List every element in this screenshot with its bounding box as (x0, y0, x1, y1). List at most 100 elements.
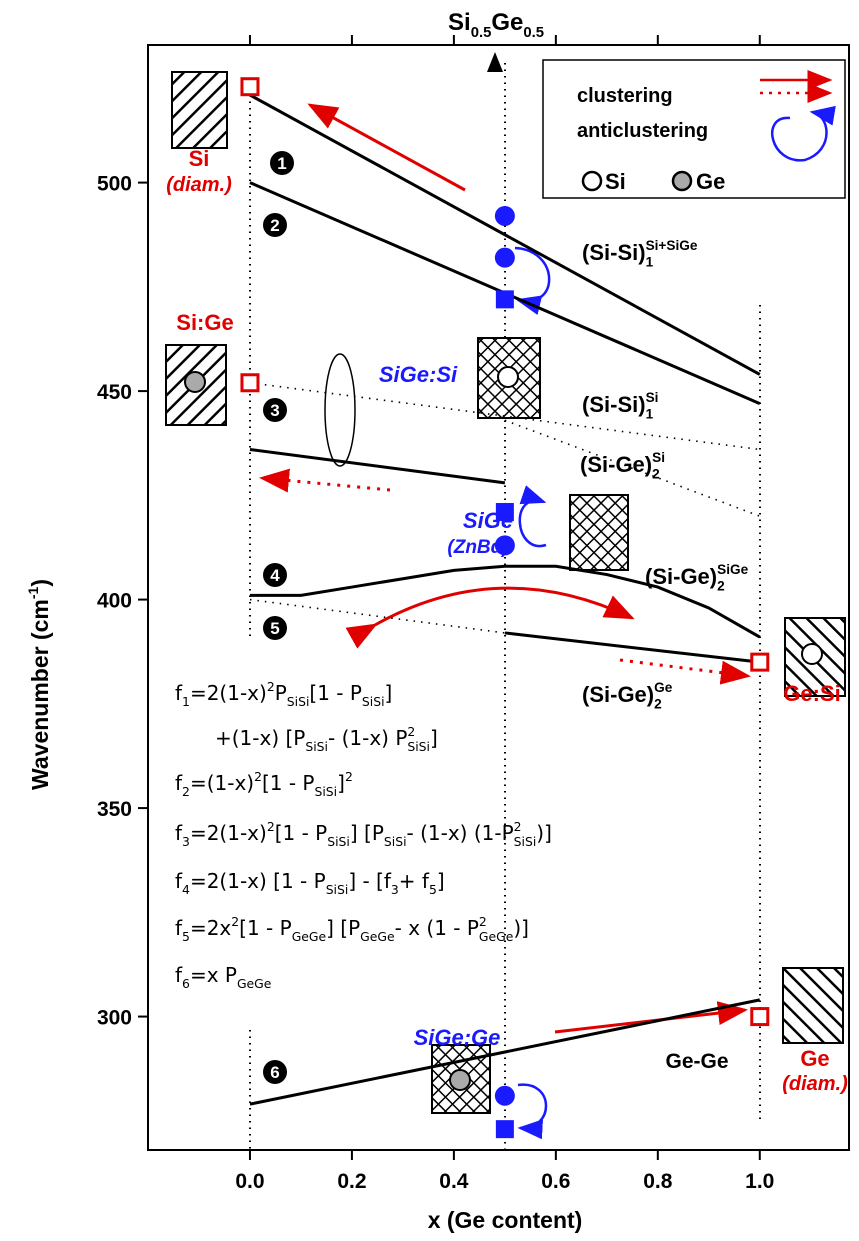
formula: 2 (231, 914, 239, 929)
formula: 2 (345, 769, 353, 784)
mode-label: 1 (646, 407, 654, 422)
x-axis-title: x (Ge content) (428, 1207, 583, 1233)
formula: GeGe (292, 929, 326, 944)
chart-title: Ge (491, 9, 523, 36)
formula: 2 (267, 679, 275, 694)
marker (494, 205, 515, 226)
formula: 3 (182, 834, 190, 849)
marker (750, 652, 770, 672)
y-tick-label: 450 (97, 381, 132, 404)
number-badge (270, 151, 294, 175)
formula: f (175, 821, 183, 845)
formula: f (175, 963, 183, 987)
chart-title: 0.5 (523, 25, 544, 41)
legend-label: clustering (577, 85, 673, 107)
x-tick-label: 1.0 (745, 1170, 774, 1193)
number-badge (263, 213, 287, 237)
series-line (504, 419, 761, 517)
mode-label: Si+SiGe (646, 238, 698, 253)
formula: 5 (182, 929, 190, 944)
y-tick-label: 500 (97, 173, 132, 196)
formula: [1 - P (275, 821, 328, 845)
formula: 1 (182, 694, 190, 709)
mode-label: Si (646, 390, 659, 405)
formula: 5 (429, 882, 437, 897)
y-tick-label: 400 (97, 590, 132, 613)
formula: ] [P (350, 821, 384, 845)
formula: f (175, 916, 183, 940)
formula: ] (337, 771, 345, 795)
formula: =2x (190, 916, 231, 940)
mode-label: 2 (652, 467, 660, 482)
y-axis-title-part: ) (27, 579, 53, 587)
mode-label: (Si-Ge) (580, 452, 652, 477)
legend-label: Si (605, 169, 626, 194)
x-tick-label: 0.4 (439, 1170, 469, 1193)
formula: 2 (407, 724, 415, 739)
formula: SiSi (384, 834, 407, 849)
number-badge (263, 398, 287, 422)
x-tick-label: 0.8 (643, 1170, 673, 1193)
x-tick-label: 0.2 (337, 1170, 366, 1193)
formula: )] (536, 821, 552, 845)
formula: =2(1-x) [1 - P (190, 869, 326, 893)
formula: GeGe (360, 929, 394, 944)
formula: 2 (254, 769, 262, 784)
annotation: Ge (800, 1046, 829, 1071)
number-badge (263, 1060, 287, 1084)
mode-label: (Si-Ge) (645, 564, 717, 589)
mode-label: Ge (654, 680, 673, 695)
legend-label: anticlustering (577, 120, 708, 142)
formula: SiSi (305, 739, 328, 754)
formula: 4 (182, 882, 190, 897)
formula: 3 (391, 882, 399, 897)
mode-label: 2 (654, 697, 662, 712)
legend-label: Ge (696, 169, 725, 194)
marker (240, 373, 260, 393)
annotation: Ge-Ge (665, 1050, 728, 1073)
annotation: Si:Ge (176, 310, 233, 335)
formula: =2(1-x) (190, 821, 267, 845)
y-tick-label: 300 (97, 1007, 132, 1030)
number-label: 3 (270, 401, 279, 420)
chart-title: Si (448, 9, 471, 36)
annotation: SiGe:Ge (414, 1025, 501, 1050)
series-line (249, 998, 761, 1106)
marker (750, 1007, 770, 1027)
formula: GeGe (479, 929, 513, 944)
formula: ] (430, 726, 438, 750)
annotation: (diam.) (166, 174, 232, 196)
formula: [1 - P (309, 681, 362, 705)
y-axis-title-part: -1 (25, 586, 41, 599)
series-line (249, 598, 505, 634)
marker (495, 503, 514, 522)
mode-label: (Si-Si) (582, 392, 646, 417)
formula: 2 (514, 819, 522, 834)
formula: [1 - P (239, 916, 292, 940)
formula: 2 (479, 914, 487, 929)
formula: 2 (267, 819, 275, 834)
formula: SiSi (362, 694, 385, 709)
formula: f (175, 681, 183, 705)
formula: P (275, 681, 287, 705)
marker (495, 290, 514, 309)
y-axis-title: Wavenumber (cm-1) (25, 579, 53, 790)
number-label: 2 (270, 216, 279, 235)
chart-title: 0.5 (471, 25, 492, 41)
formula: =x P (190, 963, 237, 987)
series-line (504, 631, 760, 664)
formula: - x (1 - P (395, 916, 479, 940)
formula: ] - [f (348, 869, 392, 893)
formula: +(1-x) [P (215, 726, 305, 750)
formula: ] (385, 681, 393, 705)
formula: SiSi (326, 882, 349, 897)
annotation: (ZnBd) (447, 537, 508, 558)
mode-label: (Si-Ge) (582, 682, 654, 707)
marker (495, 1120, 514, 1139)
series-line (249, 93, 761, 376)
marker (240, 77, 260, 97)
formula: =2(1-x) (190, 681, 267, 705)
marker (494, 535, 515, 556)
formula: SiSi (514, 834, 537, 849)
number-label: 5 (270, 619, 279, 638)
